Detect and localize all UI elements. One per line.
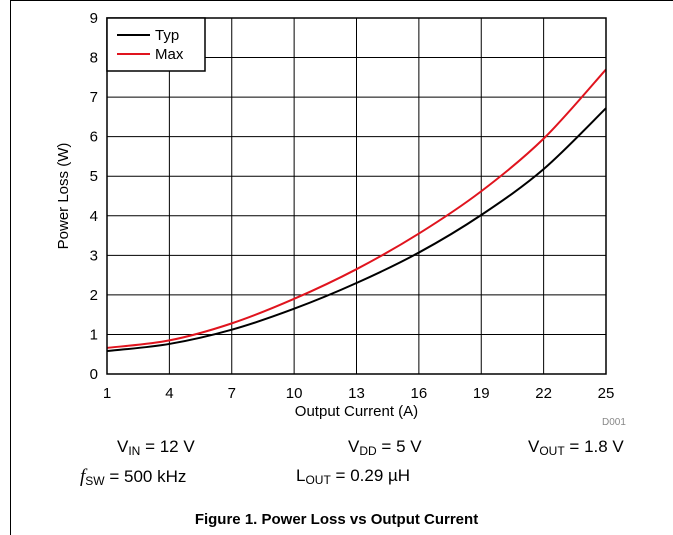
figure-frame-left xyxy=(10,0,11,535)
plot-border xyxy=(106,17,607,375)
x-tick-label: 13 xyxy=(348,385,365,402)
x-tick-label: 16 xyxy=(411,385,428,402)
y-tick-label: 9 xyxy=(90,10,98,27)
x-tick-label: 1 xyxy=(103,385,111,402)
figure-id: D001 xyxy=(602,417,626,428)
y-tick-label: 8 xyxy=(90,50,98,67)
series-line-max xyxy=(106,68,607,349)
vin-value: = 12 V xyxy=(145,437,195,456)
legend-box xyxy=(106,17,206,72)
condition-lout: LOUT = 0.29 µH xyxy=(296,466,410,487)
x-tick-label: 7 xyxy=(228,385,236,402)
y-tick-label: 3 xyxy=(90,247,98,264)
vin-subscript: IN xyxy=(128,444,141,458)
fsw-subscript: SW xyxy=(85,474,105,488)
vout-subscript: OUT xyxy=(539,444,565,458)
y-tick-label: 6 xyxy=(90,129,98,146)
vout-symbol: V xyxy=(528,437,540,456)
y-tick-label: 1 xyxy=(90,326,98,343)
condition-fsw: fSW = 500 kHz xyxy=(80,466,186,488)
x-tick-label: 22 xyxy=(535,385,552,402)
lout-symbol: L xyxy=(296,466,306,485)
vdd-symbol: V xyxy=(348,437,360,456)
y-tick-label: 4 xyxy=(90,208,98,225)
x-tick-label: 19 xyxy=(473,385,490,402)
condition-vin: VIN = 12 V xyxy=(117,437,195,458)
x-axis-label: Output Current (A) xyxy=(295,403,418,420)
curves xyxy=(106,68,607,353)
condition-vout: VOUT = 1.8 V xyxy=(528,437,624,458)
vout-value: = 1.8 V xyxy=(569,437,624,456)
x-tick-label: 10 xyxy=(286,385,303,402)
y-tick-label: 5 xyxy=(90,168,98,185)
legend-label-max: Max xyxy=(155,46,184,63)
condition-vdd: VDD = 5 V xyxy=(348,437,422,458)
lout-value: = 0.29 µH xyxy=(335,466,411,485)
legend: Typ Max xyxy=(106,17,206,72)
y-axis-label: Power Loss (W) xyxy=(55,143,72,250)
y-tick-label: 7 xyxy=(90,89,98,106)
x-tick-label: 4 xyxy=(165,385,173,402)
y-tick-label: 0 xyxy=(90,366,98,383)
vin-symbol: V xyxy=(117,437,129,456)
fsw-value: = 500 kHz xyxy=(109,467,187,486)
fsw-symbol: f xyxy=(80,466,86,487)
figure-frame-top xyxy=(10,0,673,1)
series-line-typ xyxy=(106,107,607,353)
lout-subscript: OUT xyxy=(305,473,331,487)
y-tick-label: 2 xyxy=(90,287,98,304)
figure-caption: Figure 1. Power Loss vs Output Current xyxy=(194,511,479,528)
vdd-subscript: DD xyxy=(359,444,377,458)
legend-label-typ: Typ xyxy=(155,27,179,44)
vdd-value: = 5 V xyxy=(381,437,422,456)
x-tick-label: 25 xyxy=(598,385,615,402)
